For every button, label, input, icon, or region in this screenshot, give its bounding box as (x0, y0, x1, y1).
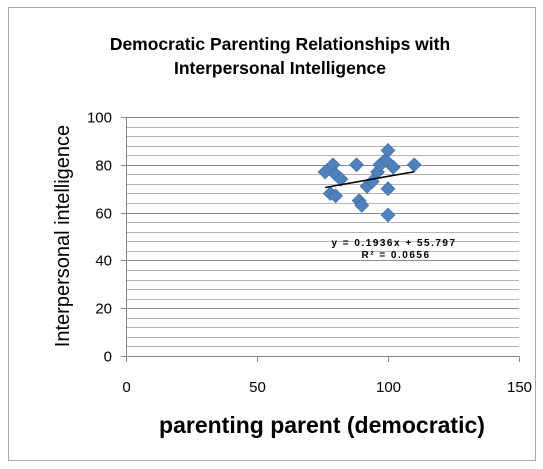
x-tick-label: 150 (507, 379, 532, 396)
data-point (354, 198, 370, 213)
y-tick-label: 0 (104, 349, 112, 366)
chart-border (8, 7, 536, 461)
minor-gridlines (126, 127, 519, 347)
y-tick-label: 60 (95, 206, 112, 223)
data-point (380, 143, 396, 158)
trendline-equation: y = 0.1936x + 55.797 (331, 238, 456, 249)
y-tick-label: 100 (87, 110, 112, 127)
y-tick-label: 80 (95, 158, 112, 175)
major-gridlines (126, 117, 519, 309)
data-point (317, 164, 333, 180)
y-axis-title: Interpersonal intelligence (52, 125, 74, 347)
data-point (328, 188, 344, 204)
y-axis-ticks: 0 20 40 60 80 100 (87, 110, 127, 366)
data-point (385, 159, 401, 175)
x-axis-ticks: 0 50 100 150 (122, 356, 532, 396)
data-point (380, 181, 396, 197)
chart-title-line-2: Interpersonal Intelligence (174, 58, 386, 78)
data-point (349, 157, 364, 173)
x-tick-label: 50 (249, 379, 266, 396)
y-tick-label: 40 (95, 253, 112, 270)
trendline (324, 170, 415, 189)
data-series (317, 143, 422, 223)
y-tick-label: 20 (95, 301, 112, 318)
chart-title-line-1: Democratic Parenting Relationships with (110, 34, 450, 54)
axes (126, 117, 519, 357)
x-tick-label: 0 (122, 379, 130, 396)
data-point (380, 207, 396, 223)
data-point (333, 171, 349, 187)
trendline-r-squared: R² = 0.0656 (361, 250, 430, 261)
x-axis-title: parenting parent (democratic) (159, 412, 485, 438)
plot-area: 0 20 40 60 80 100 0 50 100 150 (87, 110, 532, 397)
x-tick-label: 100 (376, 379, 401, 396)
